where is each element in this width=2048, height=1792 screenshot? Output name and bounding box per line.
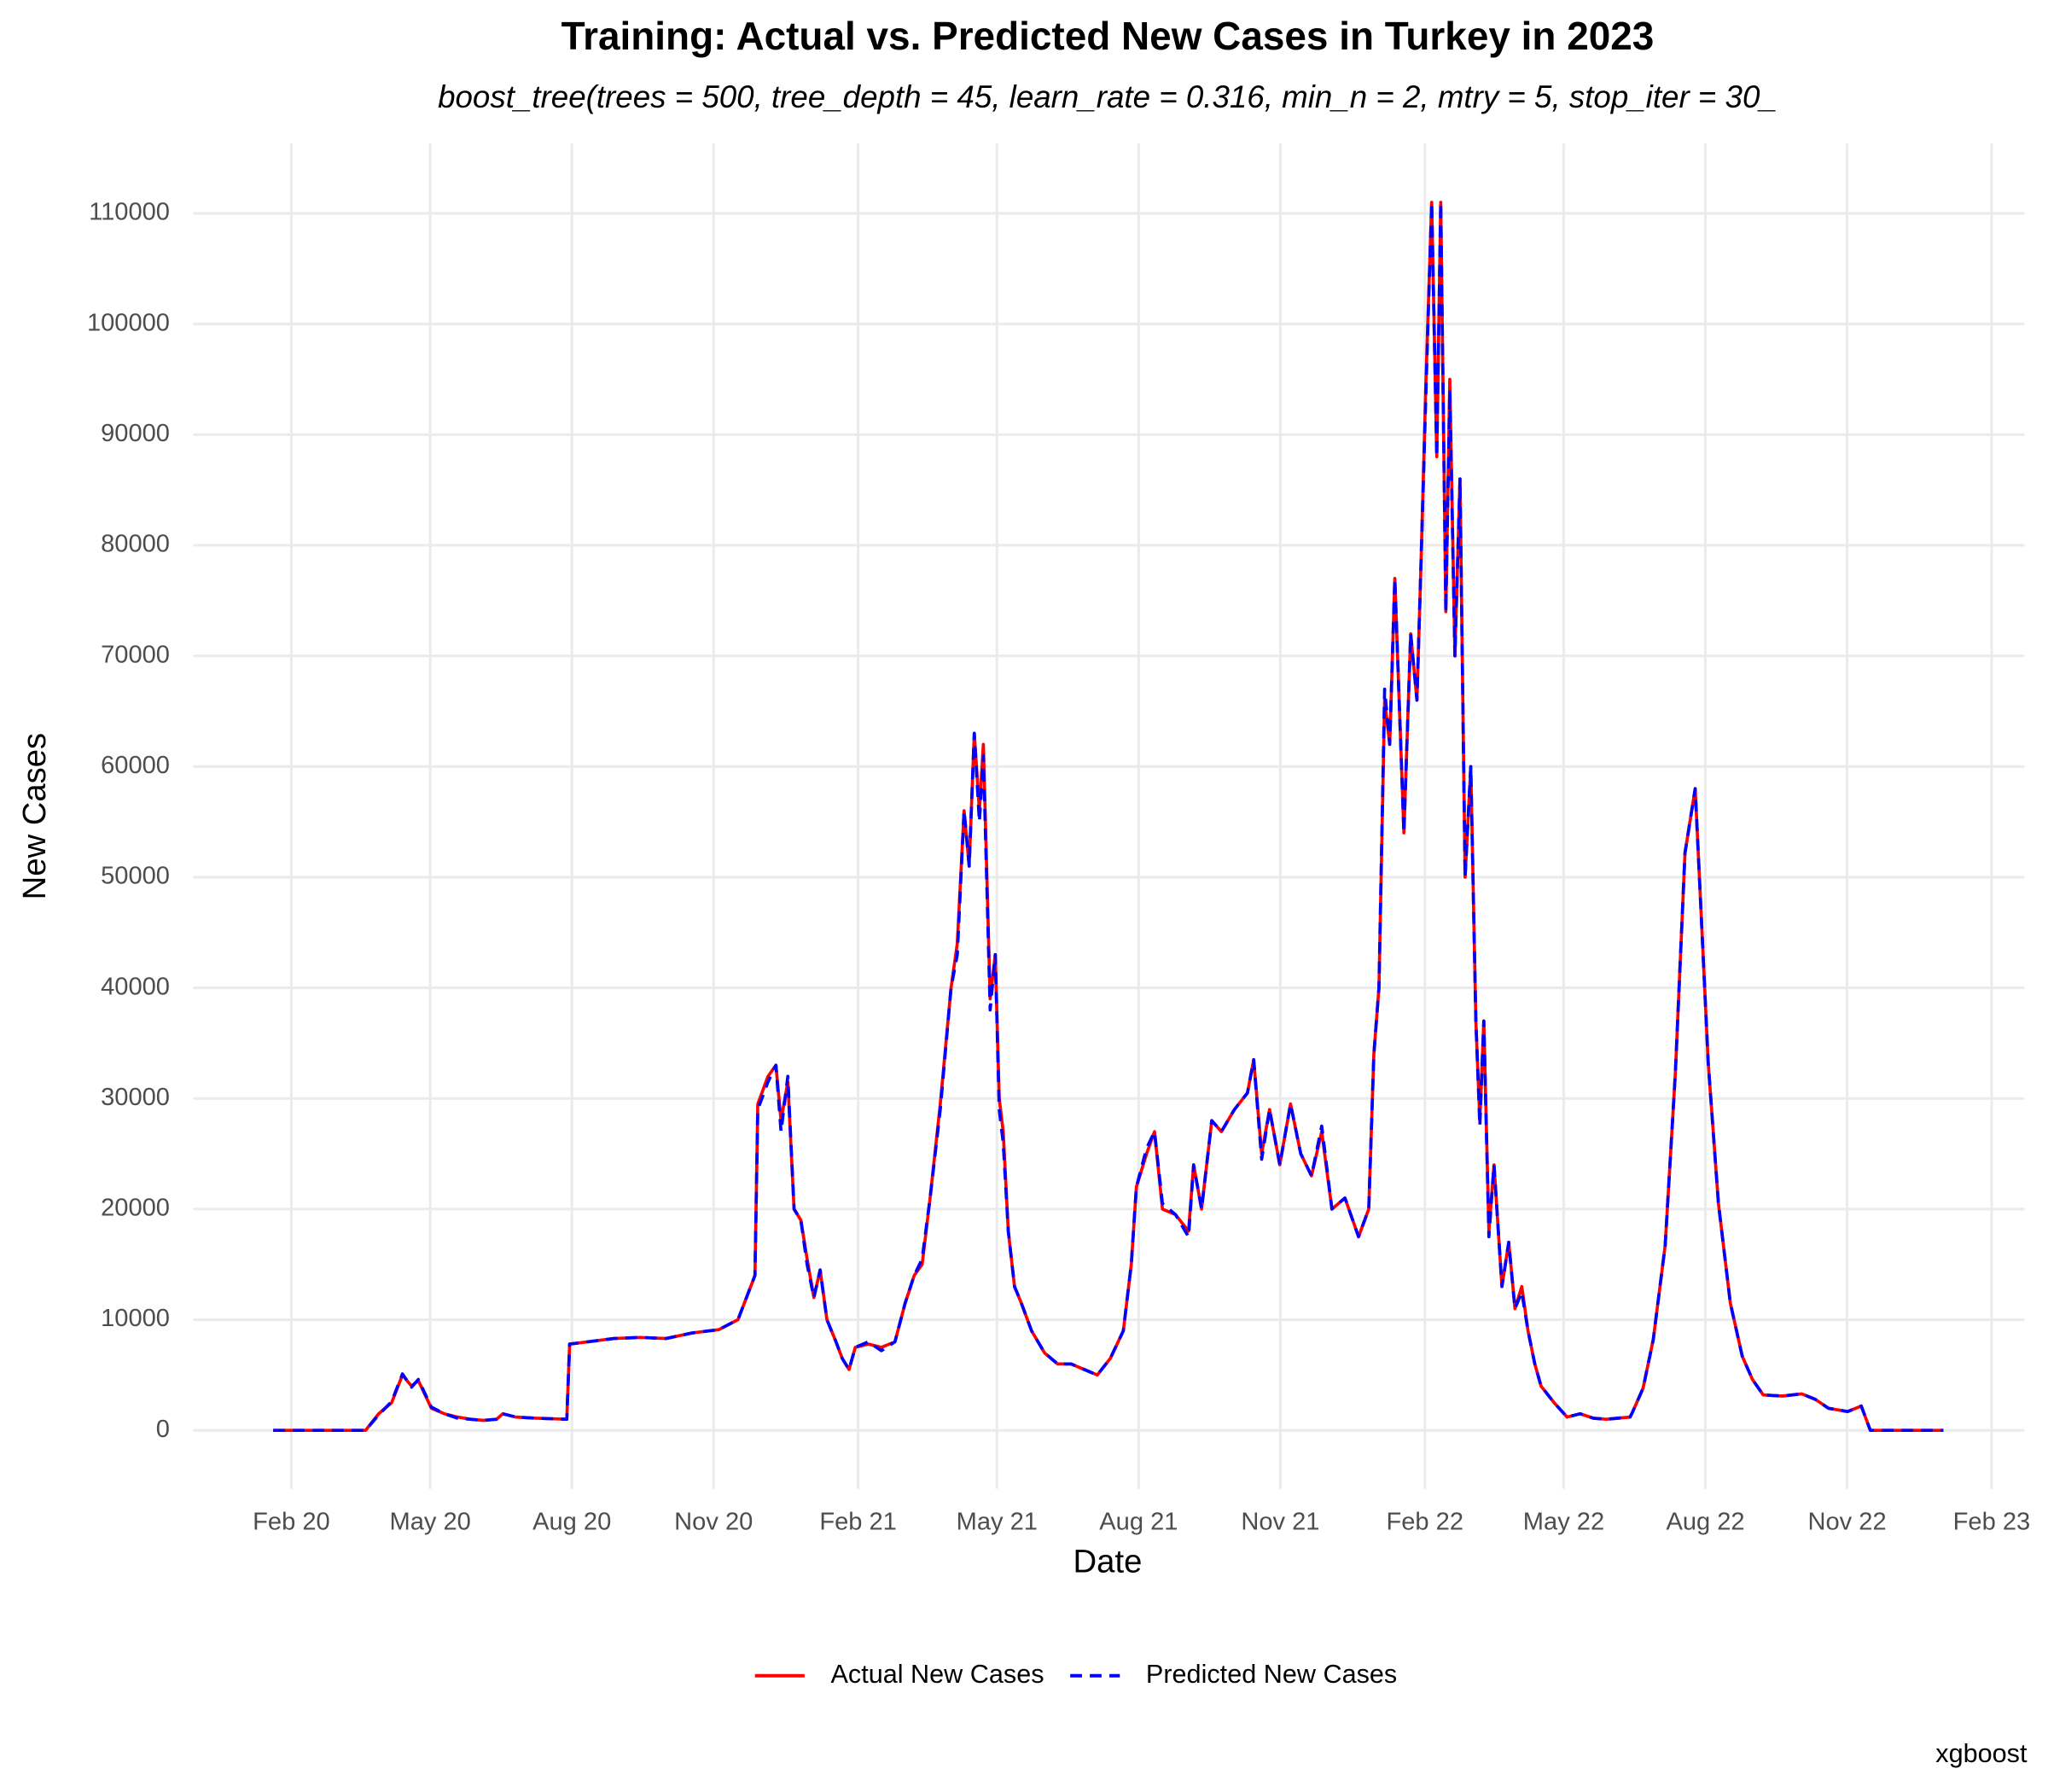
y-axis-title: New Cases xyxy=(16,733,53,900)
y-tick-label: 20000 xyxy=(101,1195,170,1222)
x-tick-label: Aug 22 xyxy=(1666,1508,1744,1535)
y-tick-label: 30000 xyxy=(101,1084,170,1111)
x-tick-label: Feb 21 xyxy=(819,1508,897,1535)
x-axis-title: Date xyxy=(1073,1543,1143,1580)
y-tick-label: 110000 xyxy=(89,199,170,226)
x-tick-label: Aug 20 xyxy=(532,1508,611,1535)
caption: xgboost xyxy=(1935,1739,2028,1768)
x-tick-label: Feb 20 xyxy=(253,1508,330,1535)
x-tick-label: May 20 xyxy=(389,1508,470,1535)
x-tick-label: Nov 22 xyxy=(1807,1508,1886,1535)
y-tick-label: 40000 xyxy=(101,973,170,1000)
y-tick-label: 100000 xyxy=(87,309,170,336)
y-tick-label: 50000 xyxy=(101,863,170,890)
x-tick-label: May 22 xyxy=(1523,1508,1604,1535)
legend: Actual New Cases Predicted New Cases xyxy=(754,1660,1397,1689)
y-tick-label: 0 xyxy=(156,1416,170,1443)
legend-label: Predicted New Cases xyxy=(1146,1660,1397,1689)
x-tick-label: Feb 23 xyxy=(1953,1508,2031,1535)
y-tick-label: 60000 xyxy=(101,752,170,779)
x-tick-label: Nov 20 xyxy=(674,1508,753,1535)
x-tick-label: May 21 xyxy=(957,1508,1038,1535)
x-tick-label: Feb 22 xyxy=(1386,1508,1463,1535)
chart-title: Training: Actual vs. Predicted New Cases… xyxy=(561,14,1655,58)
y-tick-label: 70000 xyxy=(101,641,170,668)
lines xyxy=(273,201,1944,1433)
grid: 0 10000 20000 30000 40000 50000 60000 70000 8000… xyxy=(87,143,2030,1535)
series-line xyxy=(273,201,1944,1433)
x-tick-label: Nov 21 xyxy=(1241,1508,1319,1535)
y-tick-label: 90000 xyxy=(101,420,170,447)
legend-label: Actual New Cases xyxy=(830,1660,1044,1689)
x-tick-label: Aug 21 xyxy=(1099,1508,1178,1535)
chart-subtitle: boost_tree(trees = 500, tree_depth = 45,… xyxy=(438,79,1777,114)
y-tick-label: 10000 xyxy=(101,1305,170,1332)
y-tick-label: 80000 xyxy=(101,531,170,558)
